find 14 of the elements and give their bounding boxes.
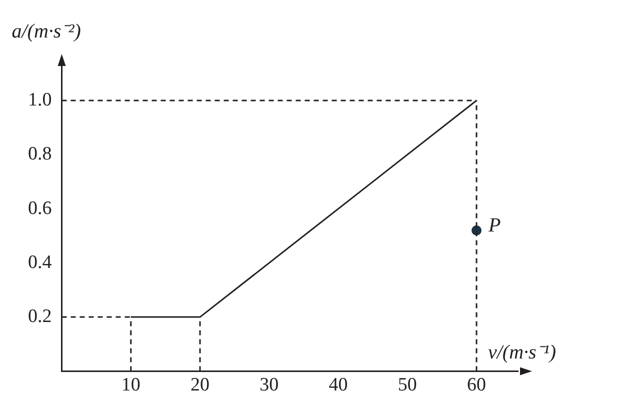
x-tick-label: 50 xyxy=(398,374,417,396)
y-tick-label: 0.4 xyxy=(28,252,52,273)
x-tick-label: 10 xyxy=(121,374,140,396)
x-axis-title: v/(m·s⁻¹) xyxy=(488,341,556,364)
y-tick-label: 0.2 xyxy=(28,306,52,328)
x-tick-label: 20 xyxy=(190,374,210,396)
x-tick-label: 60 xyxy=(467,374,486,396)
annotation: P xyxy=(488,214,501,237)
y-tick-label: 0.6 xyxy=(28,198,52,219)
y-tick-label: 1.0 xyxy=(28,89,52,110)
x-tick-label: 30 xyxy=(260,374,279,396)
y-axis-title: a/(m·s⁻²) xyxy=(12,20,82,42)
x-tick-label: 40 xyxy=(328,374,348,396)
y-tick-label: 0.8 xyxy=(28,144,52,165)
